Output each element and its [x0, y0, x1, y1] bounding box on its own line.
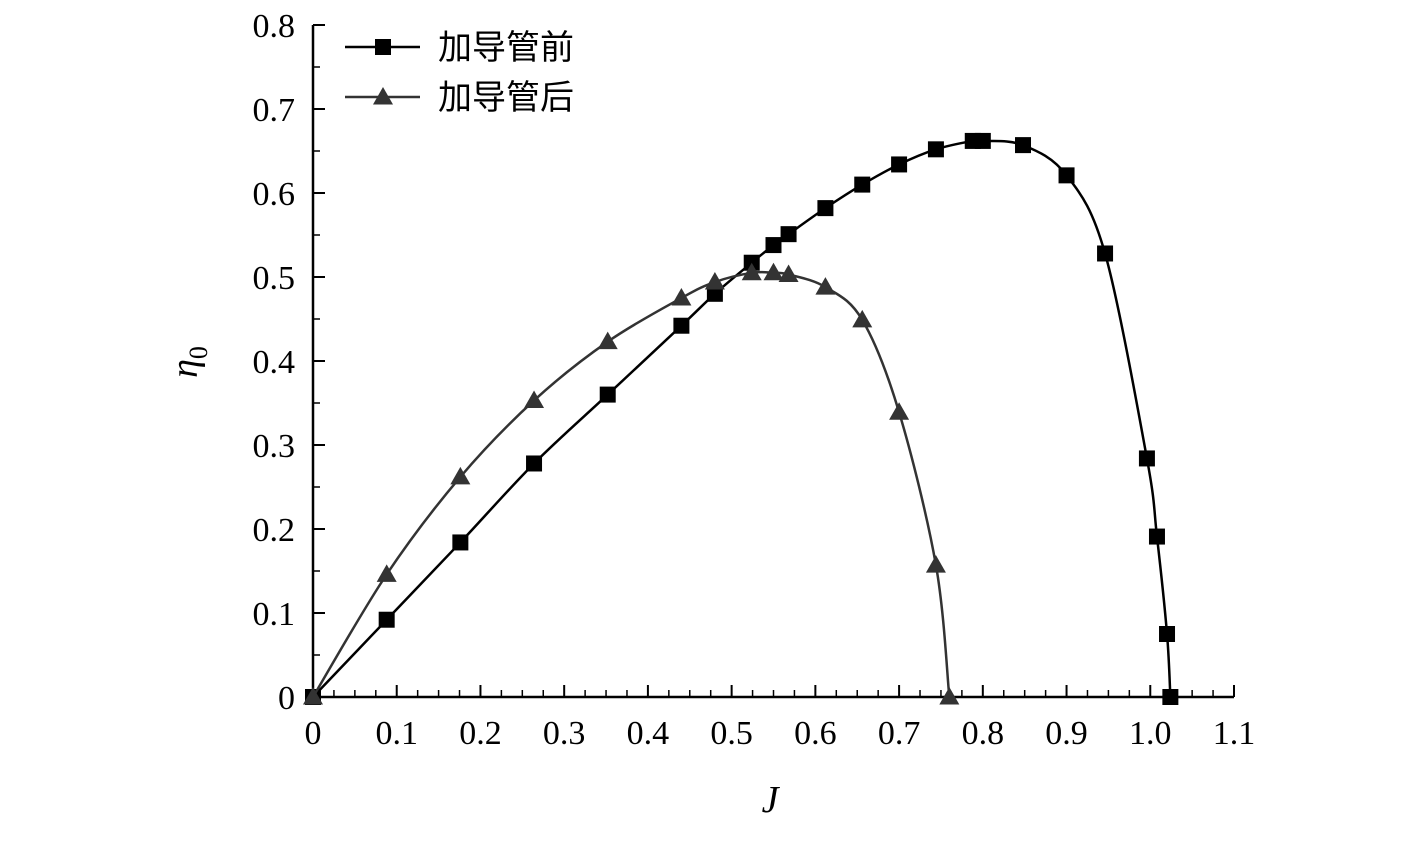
x-tick-label: 0.8 [962, 715, 1005, 752]
series-2 [303, 262, 960, 705]
series-2-point [741, 262, 762, 281]
legend-label: 加导管前 [438, 28, 574, 68]
series-2-point [778, 264, 799, 282]
series-1-point [1162, 689, 1179, 705]
ticks: 0 0.1 0.2 0.3 0.4 0.5 0.6 0.7 0.8 0.9 1.0 1.1 0 0.1 0.… [253, 8, 1256, 752]
series-2-point [597, 331, 618, 350]
series-1-point [526, 455, 543, 472]
series-1 [305, 132, 1179, 705]
series-2-point [303, 687, 323, 705]
series-2-point [939, 687, 960, 705]
y-tick-label: 0.3 [253, 428, 296, 465]
x-tick-label: 1.1 [1213, 715, 1256, 752]
axes [311, 25, 1234, 699]
x-tick-label: 0.6 [794, 715, 837, 752]
legend-label: 加导管后 [438, 78, 574, 118]
legend-swatch-marker [375, 39, 391, 55]
series-2-point [524, 390, 545, 408]
series-1-point [378, 611, 395, 628]
y-tick-label: 0.5 [253, 260, 296, 297]
series-1-point [599, 386, 616, 403]
series-1-point [817, 200, 834, 217]
series-1-point [854, 176, 871, 193]
series-2-point [925, 555, 946, 573]
series-2-point [450, 466, 471, 485]
series-1-point [452, 534, 469, 551]
x-tick-label: 1.0 [1129, 715, 1172, 752]
series-1-line [312, 138, 1172, 698]
series-2-point [889, 402, 910, 420]
series-1-point [706, 285, 723, 302]
series-1-point [974, 132, 991, 149]
y-tick-label: 0.4 [253, 344, 296, 381]
series-1-point [673, 317, 690, 334]
series-2-point [815, 277, 836, 295]
x-tick-label: 0.1 [375, 715, 418, 752]
series-2-point [671, 288, 692, 306]
series-2-point [852, 309, 873, 328]
legend-item-2: 加导管后 [345, 78, 574, 118]
y-tick-label: 0 [278, 680, 295, 717]
series-2-point [376, 564, 397, 582]
series-1-point [1058, 167, 1075, 184]
y-axis-title-base: η [164, 359, 206, 378]
x-tick-label: 0 [305, 715, 322, 752]
x-tick-label: 0.4 [627, 715, 670, 752]
legend-swatch-marker [373, 87, 393, 105]
x-axis-title: J [762, 779, 781, 821]
y-tick-label: 0.7 [253, 92, 296, 129]
x-tick-label: 0.3 [543, 715, 586, 752]
legend-item-1: 加导管前 [345, 28, 574, 68]
y-tick-label: 0.8 [253, 8, 296, 45]
series-1-point [765, 237, 782, 254]
series-2-point [763, 262, 784, 281]
series-1-point [1097, 245, 1114, 262]
series-1-point [780, 226, 797, 243]
x-tick-label: 0.2 [459, 715, 502, 752]
series-1-point [1148, 528, 1165, 545]
y-tick-label: 0.2 [253, 512, 296, 549]
series-1-point [1138, 450, 1155, 467]
x-tick-label: 0.5 [710, 715, 753, 752]
series-1-point [927, 141, 944, 158]
series-1-point [1159, 626, 1176, 642]
series-1-point [743, 254, 760, 271]
series-1-point [891, 156, 908, 173]
series-2-point [704, 272, 725, 290]
series-1-point [1015, 137, 1032, 154]
series-2-line [311, 270, 951, 698]
series-layer [303, 132, 1179, 705]
y-tick-label: 0.1 [253, 596, 296, 633]
x-tick-label: 0.7 [878, 715, 921, 752]
y-axis-title: η0 [164, 346, 213, 378]
y-tick-label: 0.6 [253, 176, 296, 213]
y-axis-title-subscript: 0 [184, 346, 213, 359]
x-tick-label: 0.9 [1045, 715, 1088, 752]
